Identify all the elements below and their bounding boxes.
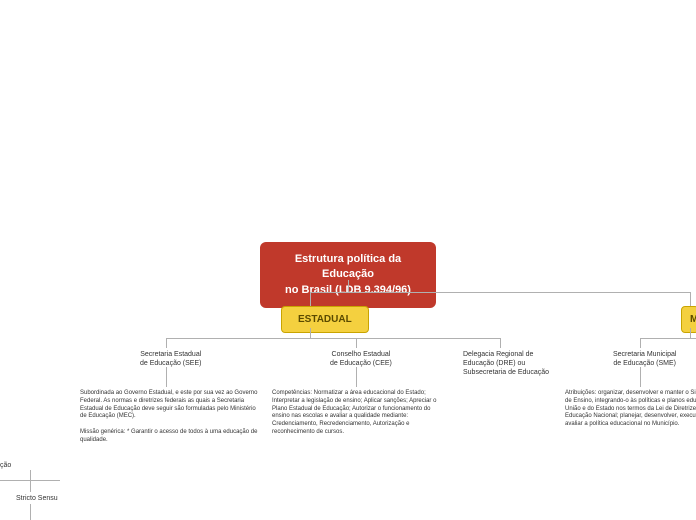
cee-line2: de Educação (CEE) <box>330 360 392 367</box>
connector-dre-down <box>500 338 501 348</box>
connector-see-desc <box>166 367 167 387</box>
connector-root-h <box>310 292 690 293</box>
partial-stricto-text: Stricto Sensu <box>16 495 58 502</box>
partial-cao-text: ção <box>0 462 11 469</box>
dre-line2: Educação (DRE) ou <box>463 360 525 367</box>
see-desc-text2: Missão genérica: * Garantir o acesso de … <box>80 429 257 443</box>
connector-root-down <box>348 280 349 292</box>
sme-node[interactable]: Secretaria Municipal de Educação (SME) <box>613 350 676 368</box>
sme-desc-text: Atribuições: organizar, desenvolver e ma… <box>565 390 696 427</box>
partial-stricto: Stricto Sensu <box>16 494 58 503</box>
connector-sme-down <box>640 338 641 348</box>
see-desc-text: Subordinada ao Governo Estadual, e este … <box>80 390 257 419</box>
cee-description: Competências: Normatizar a área educacio… <box>272 390 447 437</box>
connector-estadual-children-h <box>166 338 500 339</box>
connector-estadual-child-down <box>310 328 311 338</box>
root-node[interactable]: Estrutura política da Educação no Brasil… <box>260 242 436 308</box>
dre-line1: Delegacia Regional de <box>463 351 533 358</box>
connector-partial-1 <box>30 470 31 480</box>
connector-partial-3 <box>30 504 31 520</box>
see-line2: de Educação (SEE) <box>140 360 201 367</box>
municipal-node-partial[interactable]: M <box>681 306 696 333</box>
dre-node[interactable]: Delegacia Regional de Educação (DRE) ou … <box>463 350 549 377</box>
connector-municipal-down <box>690 292 691 306</box>
see-line1: Secretaria Estadual <box>140 351 201 358</box>
connector-partial-2 <box>30 480 31 492</box>
connector-estadual-down <box>310 292 311 306</box>
connector-sme-desc <box>640 367 641 387</box>
sme-line2: de Educação (SME) <box>613 360 676 367</box>
cee-desc-text: Competências: Normatizar a área educacio… <box>272 390 436 435</box>
estadual-label: ESTADUAL <box>298 314 352 325</box>
municipal-label-partial: M <box>690 314 696 325</box>
sme-line1: Secretaria Municipal <box>613 351 676 358</box>
estadual-node[interactable]: ESTADUAL <box>281 306 369 333</box>
root-title-line1: Estrutura política da Educação <box>295 253 401 280</box>
connector-see-down <box>166 338 167 348</box>
cee-line1: Conselho Estadual <box>332 351 391 358</box>
connector-cee-down <box>356 338 357 348</box>
connector-cee-desc <box>356 367 357 387</box>
cee-node[interactable]: Conselho Estadual de Educação (CEE) <box>330 350 392 368</box>
dre-line3: Subsecretaria de Educação <box>463 369 549 376</box>
see-node[interactable]: Secretaria Estadual de Educação (SEE) <box>140 350 201 368</box>
connector-municipal-child-down <box>690 328 691 338</box>
see-description: Subordinada ao Governo Estadual, e este … <box>80 390 260 445</box>
connector-municipal-children-h <box>640 338 696 339</box>
sme-description: Atribuições: organizar, desenvolver e ma… <box>565 390 696 429</box>
partial-cao: ção <box>0 461 11 470</box>
